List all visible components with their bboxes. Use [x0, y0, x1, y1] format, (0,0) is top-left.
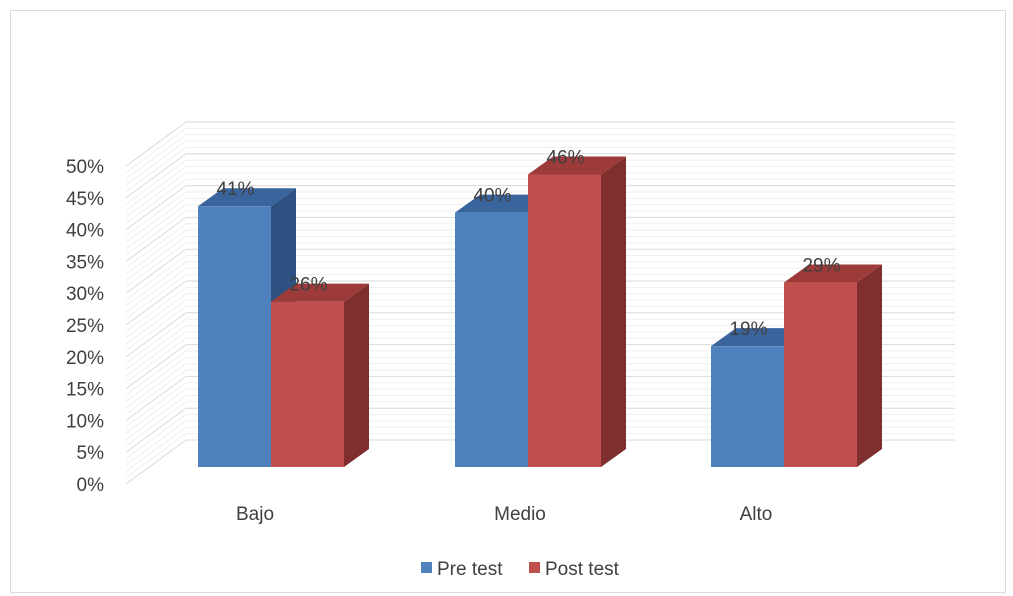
bar-top: [528, 156, 626, 175]
bar-front: [528, 174, 601, 467]
gridline-slant-0: [125, 439, 187, 485]
y-tick-label: 25%: [66, 316, 104, 337]
bar-side: [344, 283, 369, 467]
minor-gridline-slant: [125, 140, 187, 186]
gridline-slant-2: [125, 375, 187, 421]
legend-item-post-test: Post test: [529, 559, 620, 580]
minor-gridline-slant: [125, 236, 187, 281]
minor-gridline-slant: [125, 242, 187, 288]
gridline-slant-5: [125, 280, 187, 326]
gridline-slant-6: [125, 248, 187, 294]
gridline-slant-10: [125, 121, 187, 167]
legend-swatch: [421, 562, 432, 573]
y-tick-label: 10%: [66, 411, 104, 432]
data-label: 29%: [802, 256, 840, 277]
bar-side: [857, 264, 882, 467]
minor-gridline-slant: [125, 388, 187, 434]
bars: [198, 156, 882, 468]
minor-gridline-slant: [125, 293, 187, 339]
minor-gridline-slant: [125, 426, 187, 472]
y-tick-label: 20%: [66, 348, 104, 369]
minor-gridline-slant: [125, 414, 187, 459]
bar-top: [198, 188, 296, 207]
bar-front: [271, 301, 344, 467]
bar-side: [601, 156, 626, 467]
bar-top: [784, 264, 882, 283]
bar-post-test-medio: [528, 156, 626, 467]
minor-gridline-slant: [125, 147, 187, 192]
y-tick-label: 40%: [66, 221, 104, 242]
data-label: 46%: [546, 147, 584, 168]
data-label: 19%: [729, 319, 767, 340]
gridline-slant-3: [125, 344, 187, 390]
minor-gridline-slant: [125, 127, 187, 173]
minor-gridline-slant: [125, 191, 187, 237]
legend-label: Post test: [545, 559, 620, 580]
minor-gridline-slant: [125, 331, 187, 377]
legend-label: Pre test: [437, 559, 503, 580]
minor-gridline-slant: [125, 274, 187, 320]
minor-gridline-slant: [125, 223, 187, 269]
minor-gridline-slant: [125, 318, 187, 364]
minor-gridline-slant: [125, 172, 187, 218]
minor-gridline-slant: [125, 363, 187, 409]
y-tick-label: 0%: [77, 475, 105, 496]
category-labels: Bajo Medio Alto: [236, 504, 772, 525]
minor-gridline-slant: [125, 420, 187, 466]
y-tick-label: 45%: [66, 189, 104, 210]
minor-gridline-slant: [125, 134, 187, 180]
bar-front: [784, 282, 857, 467]
data-label: 41%: [216, 179, 254, 200]
minor-gridline-slant: [125, 382, 187, 428]
minor-gridline-slant: [125, 286, 187, 332]
minor-gridline-slant: [125, 159, 187, 205]
minor-gridline-slant: [125, 325, 187, 370]
minor-gridline-slant: [125, 306, 187, 351]
gridline-slant-7: [125, 216, 187, 262]
minor-gridline-slant: [125, 255, 187, 300]
category-label-bajo: Bajo: [236, 504, 274, 525]
bar-front: [198, 206, 271, 468]
minor-gridline-slant: [125, 337, 187, 383]
minor-gridline-slant: [125, 210, 187, 256]
minor-gridline-slant: [125, 433, 187, 479]
minor-gridline-slant: [125, 369, 187, 415]
minor-gridline-slant: [125, 299, 187, 345]
minor-gridline-slant: [125, 267, 187, 313]
minor-gridline-slant: [125, 395, 187, 440]
y-axis-ticks: 0% 5% 10% 15% 20% 25% 30% 35% 40% 45% 50%: [66, 157, 104, 496]
gridline-slant-4: [125, 312, 187, 358]
data-label: 40%: [473, 186, 511, 207]
y-tick-label: 35%: [66, 252, 104, 273]
y-tick-label: 5%: [77, 443, 105, 464]
bar-top: [271, 283, 369, 302]
minor-gridline-slant: [125, 204, 187, 250]
legend-item-pre-test: Pre test: [421, 559, 503, 580]
gridline-slant-1: [125, 407, 187, 453]
y-tick-label: 50%: [66, 157, 104, 178]
minor-gridline-slant: [125, 178, 187, 224]
gridline-slant-9: [125, 153, 187, 199]
minor-gridline-slant: [125, 350, 187, 396]
minor-gridline-slant: [125, 261, 187, 307]
data-labels: 41% 26% 40% 46% 19% 29%: [216, 147, 840, 340]
legend-swatch: [529, 562, 540, 573]
bar-post-test-alto: [784, 264, 882, 467]
minor-gridline-slant: [125, 356, 187, 402]
y-tick-label: 15%: [66, 380, 104, 401]
category-label-medio: Medio: [494, 504, 546, 525]
y-tick-label: 30%: [66, 284, 104, 305]
minor-gridline-slant: [125, 401, 187, 447]
legend: Pre test Post test: [421, 559, 620, 580]
gridline-slant-8: [125, 185, 187, 231]
bar-post-test-bajo: [271, 283, 369, 467]
minor-gridline-slant: [125, 197, 187, 243]
category-label-alto: Alto: [740, 504, 773, 525]
minor-gridline-slant: [125, 229, 187, 275]
data-label: 26%: [289, 275, 327, 296]
bar-front: [711, 346, 784, 467]
bar-front: [455, 212, 528, 467]
minor-gridline-slant: [125, 166, 187, 211]
